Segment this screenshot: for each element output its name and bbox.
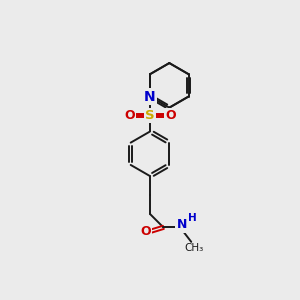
Text: N: N (176, 218, 187, 232)
Text: H: H (188, 213, 197, 224)
Text: O: O (165, 109, 175, 122)
Text: O: O (124, 109, 135, 122)
Text: N: N (144, 89, 156, 103)
Text: CH₃: CH₃ (184, 243, 203, 254)
Text: O: O (141, 225, 151, 238)
Text: S: S (145, 109, 155, 122)
